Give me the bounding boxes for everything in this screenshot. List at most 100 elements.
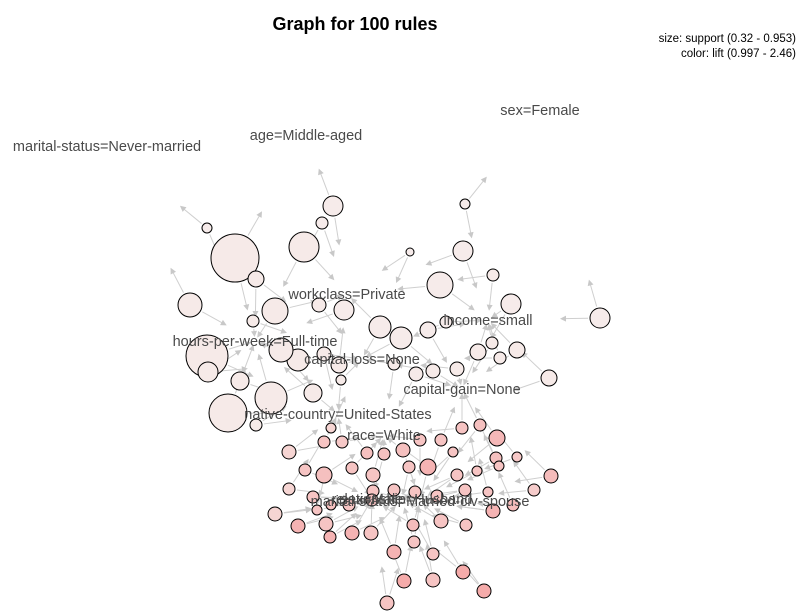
rule-edge <box>324 311 340 332</box>
rule-edge <box>171 271 184 293</box>
edge-arrowhead <box>484 464 491 470</box>
edge-arrowhead <box>342 494 349 501</box>
rule-edge <box>470 440 477 465</box>
edge-arrowhead <box>328 273 335 281</box>
rule-edge <box>287 380 310 392</box>
rule-edge <box>365 338 375 353</box>
edge-arrowhead <box>463 378 469 386</box>
edge-arrowhead <box>513 460 520 468</box>
item-label-workclass-private: workclass=Private <box>287 287 405 303</box>
edge-arrowhead <box>425 260 433 266</box>
rule-edge <box>470 443 490 460</box>
edge-arrowhead <box>467 455 475 463</box>
rule-edge <box>385 507 407 522</box>
rule-edge <box>427 477 450 489</box>
rule-edge <box>260 323 284 333</box>
rule-node <box>508 341 526 359</box>
rule-node <box>197 361 219 383</box>
edge-arrowhead <box>379 517 385 525</box>
rule-node <box>450 468 464 482</box>
rule-node <box>405 247 415 257</box>
rule-node <box>395 442 411 458</box>
rule-node <box>290 518 306 534</box>
edge-arrowhead <box>311 429 319 436</box>
rule-node <box>379 595 395 611</box>
edge-arrowhead <box>387 433 395 440</box>
rule-node <box>469 343 487 361</box>
rule-edge <box>480 327 487 343</box>
edge-arrowhead <box>486 323 493 331</box>
rule-edge <box>401 285 426 290</box>
edge-arrowhead <box>244 341 252 347</box>
rule-node <box>335 435 349 449</box>
edge-arrowhead <box>393 567 400 575</box>
rule-node <box>434 433 448 447</box>
edge-arrowhead <box>464 355 471 362</box>
rule-edge <box>335 515 355 533</box>
rule-node <box>306 490 320 504</box>
edge-arrowhead <box>420 362 427 369</box>
rule-node <box>345 461 359 475</box>
rule-edge <box>327 296 340 303</box>
edge-arrowhead <box>446 481 453 488</box>
item-label-race-white: race=White <box>347 428 421 444</box>
rule-edge <box>320 496 346 499</box>
rule-edge <box>243 348 253 371</box>
rule-edge <box>432 338 446 360</box>
edge-arrowhead <box>378 500 385 507</box>
rule-edge <box>502 490 527 494</box>
rule-node <box>406 518 420 532</box>
graph-title: Graph for 100 rules <box>272 14 437 34</box>
rule-node <box>322 195 344 217</box>
rule-node <box>540 369 558 387</box>
edge-arrowhead <box>339 327 346 334</box>
rule-node <box>589 307 611 329</box>
rule-edge <box>464 360 475 382</box>
edge-arrowhead <box>351 298 358 305</box>
rule-edge <box>182 207 202 224</box>
rule-edge <box>389 371 394 396</box>
edge-arrowhead <box>482 323 488 331</box>
rule-edge <box>380 492 395 498</box>
rule-edge <box>440 375 456 386</box>
rule-node <box>449 361 465 377</box>
rule-node <box>482 486 494 498</box>
rule-node <box>389 326 413 350</box>
rule-edge <box>297 445 322 451</box>
rule-node <box>261 297 289 325</box>
rule-edge <box>493 325 511 344</box>
rule-node <box>426 271 454 299</box>
rule-node <box>488 429 506 447</box>
item-label-sex-female: sex=Female <box>500 103 579 119</box>
edge-arrowhead <box>379 566 386 573</box>
rule-edge <box>355 474 369 493</box>
rule-node <box>315 466 333 484</box>
item-label-marital-never-married: marital-status=Never-married <box>13 139 201 155</box>
rule-edge <box>451 293 472 309</box>
rule-edge <box>202 311 224 324</box>
rule-node <box>455 564 471 580</box>
rule-edge <box>527 452 545 471</box>
edge-arrowhead <box>370 442 378 449</box>
edge-arrowhead <box>351 486 358 492</box>
rule-node <box>402 460 416 474</box>
edge-arrowhead <box>475 317 482 324</box>
rule-edge <box>435 457 450 478</box>
rule-node <box>268 337 294 363</box>
item-label-capital-gain-none: capital-gain=None <box>403 382 520 398</box>
rule-node <box>419 321 437 339</box>
rule-edge <box>315 259 333 278</box>
edge-arrowhead <box>457 446 464 454</box>
rule-edge <box>347 427 363 447</box>
rule-edge <box>332 479 355 491</box>
rule-node <box>311 504 323 516</box>
rule-edge <box>465 210 472 235</box>
rule-edge <box>524 354 543 372</box>
edge-arrowhead <box>306 318 313 325</box>
edge-arrowhead <box>425 358 433 365</box>
edge-arrowhead <box>477 458 484 465</box>
edge-arrowhead <box>456 503 463 510</box>
edge-arrowhead <box>456 378 463 386</box>
rule-edge <box>465 396 477 419</box>
rule-node <box>425 363 441 379</box>
